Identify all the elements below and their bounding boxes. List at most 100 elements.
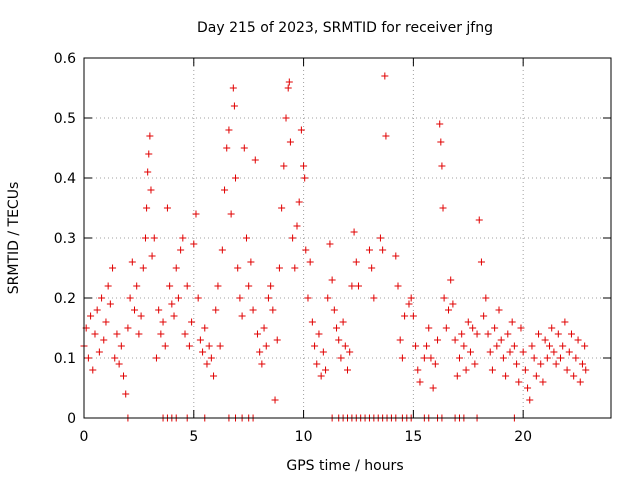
data-point <box>117 342 125 350</box>
data-point <box>398 354 406 362</box>
data-point <box>515 378 523 386</box>
data-point <box>247 258 255 266</box>
data-point <box>196 336 204 344</box>
data-point <box>144 168 152 176</box>
data-point <box>344 366 351 374</box>
data-point <box>567 330 575 338</box>
data-point <box>124 324 132 332</box>
data-point <box>582 366 590 374</box>
data-point <box>141 234 149 242</box>
data-point <box>225 126 233 134</box>
data-point <box>401 312 409 320</box>
data-point <box>93 306 101 314</box>
data-point <box>214 282 222 290</box>
data-point <box>168 300 176 308</box>
data-point <box>352 258 360 266</box>
data-point <box>106 300 114 308</box>
chart-title: Day 215 of 2023, SRMTID for receiver jfn… <box>197 20 493 36</box>
data-point <box>319 348 327 356</box>
data-point <box>308 318 316 326</box>
data-point <box>256 348 264 356</box>
data-point <box>519 348 527 356</box>
data-point <box>429 384 437 392</box>
x-tick-label: 15 <box>404 429 422 445</box>
data-point <box>563 366 571 374</box>
data-point <box>190 240 198 248</box>
data-point <box>280 162 288 170</box>
data-point <box>497 336 505 344</box>
data-point <box>341 342 349 350</box>
data-point <box>528 342 536 350</box>
data-point <box>537 360 545 368</box>
data-point <box>394 282 402 290</box>
data-point <box>491 324 499 332</box>
data-point <box>159 318 167 326</box>
data-point <box>128 258 136 266</box>
data-point <box>462 366 470 374</box>
data-point <box>301 174 309 182</box>
data-point <box>146 132 154 140</box>
data-point <box>382 132 390 140</box>
data-point <box>379 246 387 254</box>
data-point <box>530 354 538 362</box>
data-point <box>414 366 422 374</box>
data-point <box>84 354 92 362</box>
data-point <box>260 324 268 332</box>
data-point <box>548 324 556 332</box>
data-point <box>449 300 457 308</box>
data-point <box>275 264 283 272</box>
data-point <box>230 102 238 110</box>
data-point <box>135 330 143 338</box>
data-point <box>122 390 130 398</box>
data-point <box>396 336 404 344</box>
data-point <box>210 372 218 380</box>
data-point <box>437 138 445 146</box>
data-point <box>207 354 215 362</box>
data-point <box>506 348 514 356</box>
data-point <box>234 264 242 272</box>
data-point <box>438 162 446 170</box>
data-point <box>510 342 518 350</box>
data-point <box>561 318 569 326</box>
data-point <box>232 174 240 182</box>
data-point <box>552 360 560 368</box>
data-point <box>150 234 158 242</box>
data-point <box>471 360 479 368</box>
data-point <box>392 252 400 260</box>
data-point <box>203 360 211 368</box>
data-point <box>322 366 330 374</box>
data-point <box>431 360 439 368</box>
data-point <box>423 342 431 350</box>
data-point <box>550 348 558 356</box>
data-point <box>242 234 250 242</box>
data-point <box>541 336 549 344</box>
data-point <box>109 264 117 272</box>
data-point <box>486 348 494 356</box>
data-point <box>258 360 266 368</box>
y-tick-label: 0.4 <box>54 171 76 187</box>
data-point <box>337 354 345 362</box>
data-point <box>238 312 246 320</box>
data-point <box>524 384 532 392</box>
data-point <box>229 84 237 92</box>
data-point <box>293 222 301 230</box>
x-tick-label: 0 <box>80 429 89 445</box>
y-tick-label: 0.3 <box>54 231 76 247</box>
data-point <box>126 294 134 302</box>
data-point <box>484 330 492 338</box>
data-point <box>155 306 163 314</box>
data-point <box>278 204 286 212</box>
data-point <box>282 114 290 122</box>
x-tick-label: 5 <box>189 429 198 445</box>
data-point <box>495 306 503 314</box>
data-point <box>346 348 354 356</box>
data-point <box>269 306 277 314</box>
data-point <box>264 294 272 302</box>
data-point <box>148 252 156 260</box>
data-point <box>420 354 428 362</box>
x-axis-label: GPS time / hours <box>286 458 403 474</box>
data-point <box>328 276 336 284</box>
data-point <box>177 246 185 254</box>
data-point <box>120 372 128 380</box>
